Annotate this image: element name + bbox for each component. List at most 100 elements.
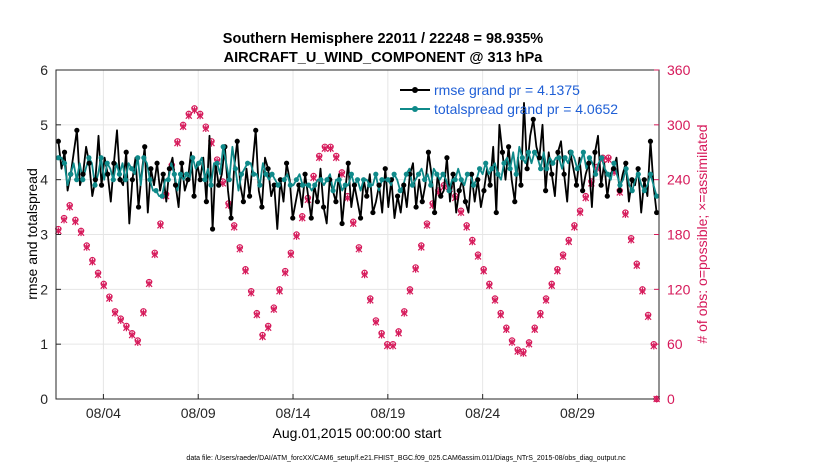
rmse-point — [555, 149, 561, 155]
spread-point — [434, 171, 440, 177]
spread-point — [220, 144, 226, 150]
spread-point — [635, 171, 641, 177]
obs-assimilated-marker — [111, 309, 119, 317]
spread-point — [592, 171, 599, 177]
obs-assimilated-marker — [508, 338, 516, 346]
obs-assimilated-marker — [378, 331, 386, 339]
spread-point — [74, 177, 80, 183]
y-tick-label-left: 1 — [40, 336, 48, 352]
rmse-point — [185, 177, 191, 183]
rmse-point — [462, 199, 469, 205]
spread-point — [641, 188, 648, 194]
obs-assimilated-marker — [633, 262, 641, 270]
spread-point — [336, 177, 342, 183]
spread-point — [330, 188, 336, 194]
rmse-point — [160, 171, 166, 177]
rmse-point — [499, 149, 506, 155]
obs-assimilated-marker — [247, 289, 255, 297]
rmse-point — [179, 160, 185, 166]
spread-point — [202, 177, 208, 183]
rmse-point — [536, 155, 543, 161]
spread-point — [403, 171, 409, 177]
rmse-point — [246, 193, 253, 199]
rmse-point — [308, 215, 314, 221]
spread-point — [623, 166, 629, 172]
obs-assimilated-marker — [327, 145, 334, 153]
rmse-point — [80, 171, 86, 177]
rmse-point — [382, 166, 388, 172]
obs-assimilated-marker — [242, 267, 249, 275]
rmse-point — [209, 226, 216, 232]
rmse-point — [234, 138, 240, 144]
spread-point — [251, 171, 257, 177]
obs-assimilated-marker — [83, 243, 91, 251]
rmse-point — [635, 166, 641, 172]
spread-point — [446, 188, 452, 194]
rmse-point — [617, 188, 623, 194]
rmse-point — [61, 149, 68, 155]
obs-assimilated-marker — [639, 287, 646, 295]
obs-assimilated-marker — [100, 282, 108, 290]
y-axis-label-right: # of obs: o=possible; ×=assimilated — [694, 124, 710, 343]
series-line-rmse — [57, 102, 658, 230]
obs-assimilated-marker — [134, 338, 142, 346]
obs-assimilated-marker — [321, 145, 329, 153]
rmse-point — [438, 193, 444, 199]
rmse-point — [320, 204, 327, 210]
spread-point — [458, 177, 464, 183]
y-tick-label-right: 300 — [667, 117, 691, 133]
obs-assimilated-marker — [372, 318, 380, 326]
obs-assimilated-marker — [281, 269, 289, 277]
rmse-point — [524, 166, 530, 172]
rmse-point — [376, 182, 382, 188]
x-tick-label: 08/14 — [276, 405, 311, 421]
obs-assimilated-marker — [310, 174, 317, 182]
rmse-point — [345, 160, 351, 166]
spread-point — [629, 188, 635, 194]
rmse-point — [493, 209, 499, 216]
spread-point — [257, 182, 263, 188]
rmse-point — [512, 199, 518, 205]
spread-point — [476, 166, 483, 172]
obs-assimilated-marker — [576, 209, 584, 217]
obs-assimilated-marker — [565, 238, 573, 246]
obs-assimilated-marker — [174, 139, 181, 147]
spread-point — [275, 182, 281, 188]
rmse-point — [74, 127, 80, 133]
obs-assimilated-marker — [361, 271, 369, 279]
spread-point — [348, 171, 354, 177]
spread-point — [391, 171, 397, 177]
spread-point — [232, 166, 239, 172]
rmse-point — [253, 127, 259, 133]
obs-assimilated-marker — [332, 154, 340, 162]
obs-assimilated-marker — [259, 333, 266, 341]
x-tick-label: 08/04 — [86, 405, 121, 421]
obs-assimilated-marker — [122, 324, 130, 332]
spread-point — [92, 182, 98, 188]
obs-assimilated-marker — [525, 340, 533, 348]
spread-point — [489, 166, 495, 172]
obs-assimilated-marker — [570, 223, 578, 231]
spread-point — [470, 182, 477, 188]
spread-point — [122, 177, 129, 183]
obs-assimilated-marker — [622, 210, 629, 218]
rmse-point — [629, 177, 635, 183]
rmse-point — [203, 199, 209, 205]
rmse-point — [339, 220, 345, 227]
obs-assimilated-marker — [88, 258, 96, 266]
x-axis: 08/04 08/09 08/14 08/19 08/24 08/29 — [86, 394, 595, 421]
spread-point — [116, 171, 123, 177]
spread-point — [226, 177, 232, 183]
obs-assimilated-marker — [315, 154, 323, 162]
rmse-point — [333, 199, 339, 205]
obs-assimilated-marker — [423, 221, 431, 229]
spread-point — [580, 149, 586, 155]
obs-assimilated-marker — [531, 326, 539, 334]
rmse-point — [610, 166, 617, 172]
rmse-point — [549, 171, 555, 177]
y-tick-label-right: 180 — [667, 227, 691, 243]
y-tick-label-right: 360 — [667, 62, 691, 78]
spread-point — [55, 155, 61, 161]
obs-assimilated-marker — [627, 236, 635, 244]
